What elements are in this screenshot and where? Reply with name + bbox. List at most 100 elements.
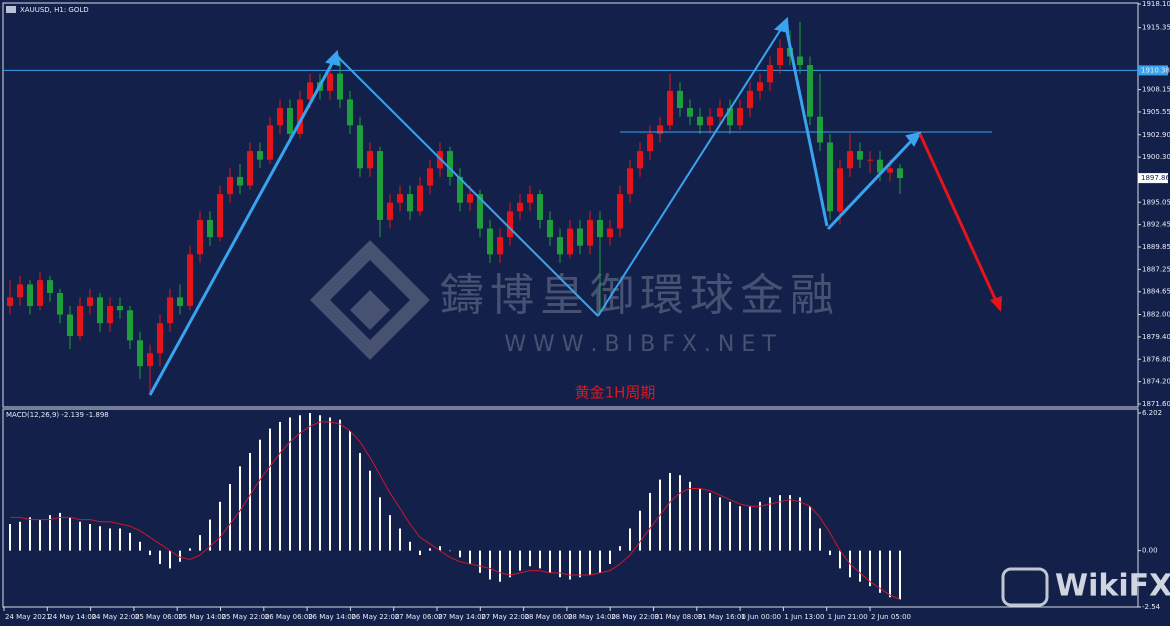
candle-body bbox=[707, 116, 713, 126]
candle-body bbox=[167, 297, 173, 324]
candle-body bbox=[237, 176, 243, 186]
trend-line bbox=[336, 55, 599, 317]
y-tick-label: 1892.45 bbox=[1142, 221, 1170, 229]
macd-bar bbox=[289, 417, 291, 551]
watermark-url: W W W . B I B F X . N E T bbox=[504, 332, 776, 357]
x-tick-label: 28 May 14:00 bbox=[568, 613, 616, 621]
candle-body bbox=[277, 108, 283, 126]
candle-body bbox=[357, 125, 363, 169]
y-tick-label: 1889.85 bbox=[1142, 243, 1170, 251]
macd-bar bbox=[319, 415, 321, 551]
macd-bar bbox=[409, 541, 411, 551]
macd-bar bbox=[729, 501, 731, 551]
x-tick-label: 2 Jun 05:00 bbox=[871, 613, 911, 621]
candle-body bbox=[327, 73, 333, 91]
macd-bar bbox=[209, 519, 211, 551]
candle-body bbox=[777, 47, 783, 66]
candle-body bbox=[117, 305, 123, 311]
x-tick-label: 25 May 06:00 bbox=[135, 613, 183, 621]
macd-bar bbox=[879, 550, 881, 593]
macd-bar bbox=[269, 428, 271, 551]
candle-body bbox=[767, 65, 773, 83]
annotation: 黄金1H周期 bbox=[575, 384, 656, 402]
candle-body bbox=[457, 176, 463, 203]
macd-bar bbox=[279, 421, 281, 551]
x-tick-label: 31 May 08:00 bbox=[655, 613, 703, 621]
macd-bar bbox=[589, 550, 591, 576]
macd-signal bbox=[10, 421, 901, 600]
candle-body bbox=[367, 151, 373, 169]
arrow-head bbox=[990, 296, 1002, 312]
macd-bar bbox=[499, 550, 501, 582]
macd-bar bbox=[159, 550, 161, 564]
candle-body bbox=[407, 194, 413, 212]
candle-body bbox=[447, 151, 453, 177]
candle-body bbox=[897, 168, 903, 179]
candle-body bbox=[747, 90, 753, 109]
x-tick-label: 1 Jun 00:00 bbox=[741, 613, 781, 621]
candle-body bbox=[797, 56, 803, 66]
candle-body bbox=[397, 194, 403, 203]
macd-bar bbox=[759, 501, 761, 551]
candle-body bbox=[877, 159, 883, 173]
marks: 1918.10 1915.35 1908.15 1905.55 1902.90 1900.… bbox=[3, 0, 1170, 621]
chart-title: XAUUSD, H1: GOLD bbox=[20, 6, 89, 14]
y-tick-label: 1882.00 bbox=[1142, 311, 1170, 319]
y-tick-label: 1871.60 bbox=[1142, 400, 1170, 408]
macd-bar bbox=[109, 528, 111, 551]
candle-body bbox=[537, 194, 543, 220]
price-box bbox=[1138, 173, 1168, 184]
trend-line bbox=[783, 21, 829, 227]
macd-bar bbox=[379, 497, 381, 551]
macd-bar bbox=[719, 497, 721, 551]
x-tick-label: 24 May 14:00 bbox=[48, 613, 96, 621]
macd-bar bbox=[249, 452, 251, 551]
trend-line bbox=[826, 135, 917, 231]
candle-body bbox=[727, 108, 733, 126]
candle-body bbox=[217, 194, 223, 238]
candle-body bbox=[887, 168, 893, 173]
candle-body bbox=[847, 151, 853, 169]
macd-bar bbox=[639, 510, 641, 551]
y-tick-label: 1905.55 bbox=[1142, 108, 1170, 116]
candle-body bbox=[227, 176, 233, 195]
macd-bar bbox=[119, 528, 121, 551]
macd-bar bbox=[29, 517, 31, 551]
macd-bar bbox=[9, 524, 11, 551]
x-tick-label: 27 May 22:00 bbox=[481, 613, 529, 621]
macd-bar bbox=[89, 524, 91, 551]
candle-body bbox=[207, 219, 213, 238]
x-tick-label: 28 May 06:00 bbox=[525, 613, 573, 621]
x-tick-label: 1 Jun 21:00 bbox=[828, 613, 868, 621]
forecast-arrow bbox=[918, 133, 1002, 312]
macd-bar bbox=[559, 550, 561, 578]
candle-body bbox=[587, 219, 593, 246]
x-tick-label: 26 May 14:00 bbox=[308, 613, 356, 621]
y-tick-label: 1918.10 bbox=[1142, 0, 1170, 8]
candle-body bbox=[677, 90, 683, 109]
macd-bar bbox=[229, 484, 231, 551]
candle-body bbox=[577, 228, 583, 246]
candle-body bbox=[247, 151, 253, 186]
candle-body bbox=[687, 108, 693, 117]
candle-body bbox=[427, 168, 433, 186]
macd-bar bbox=[799, 497, 801, 551]
candle-body bbox=[137, 340, 143, 367]
macd-bar bbox=[259, 439, 261, 551]
candle-body bbox=[287, 108, 293, 134]
candle-body bbox=[627, 168, 633, 195]
macd-bar bbox=[419, 550, 421, 556]
candle-body bbox=[157, 323, 163, 354]
macd-bar bbox=[49, 515, 51, 551]
main-panel bbox=[2, 2, 1139, 408]
candle-body bbox=[737, 108, 743, 126]
badge-icon bbox=[1001, 567, 1049, 607]
macd-bar bbox=[709, 492, 711, 551]
macd-bar bbox=[169, 550, 171, 569]
macd-bar bbox=[819, 528, 821, 551]
y-tick-label: 1887.25 bbox=[1142, 265, 1170, 273]
candle-body bbox=[57, 293, 63, 315]
macd-bar bbox=[509, 550, 511, 578]
macd-bar bbox=[649, 492, 651, 551]
macd-bar bbox=[669, 472, 671, 551]
